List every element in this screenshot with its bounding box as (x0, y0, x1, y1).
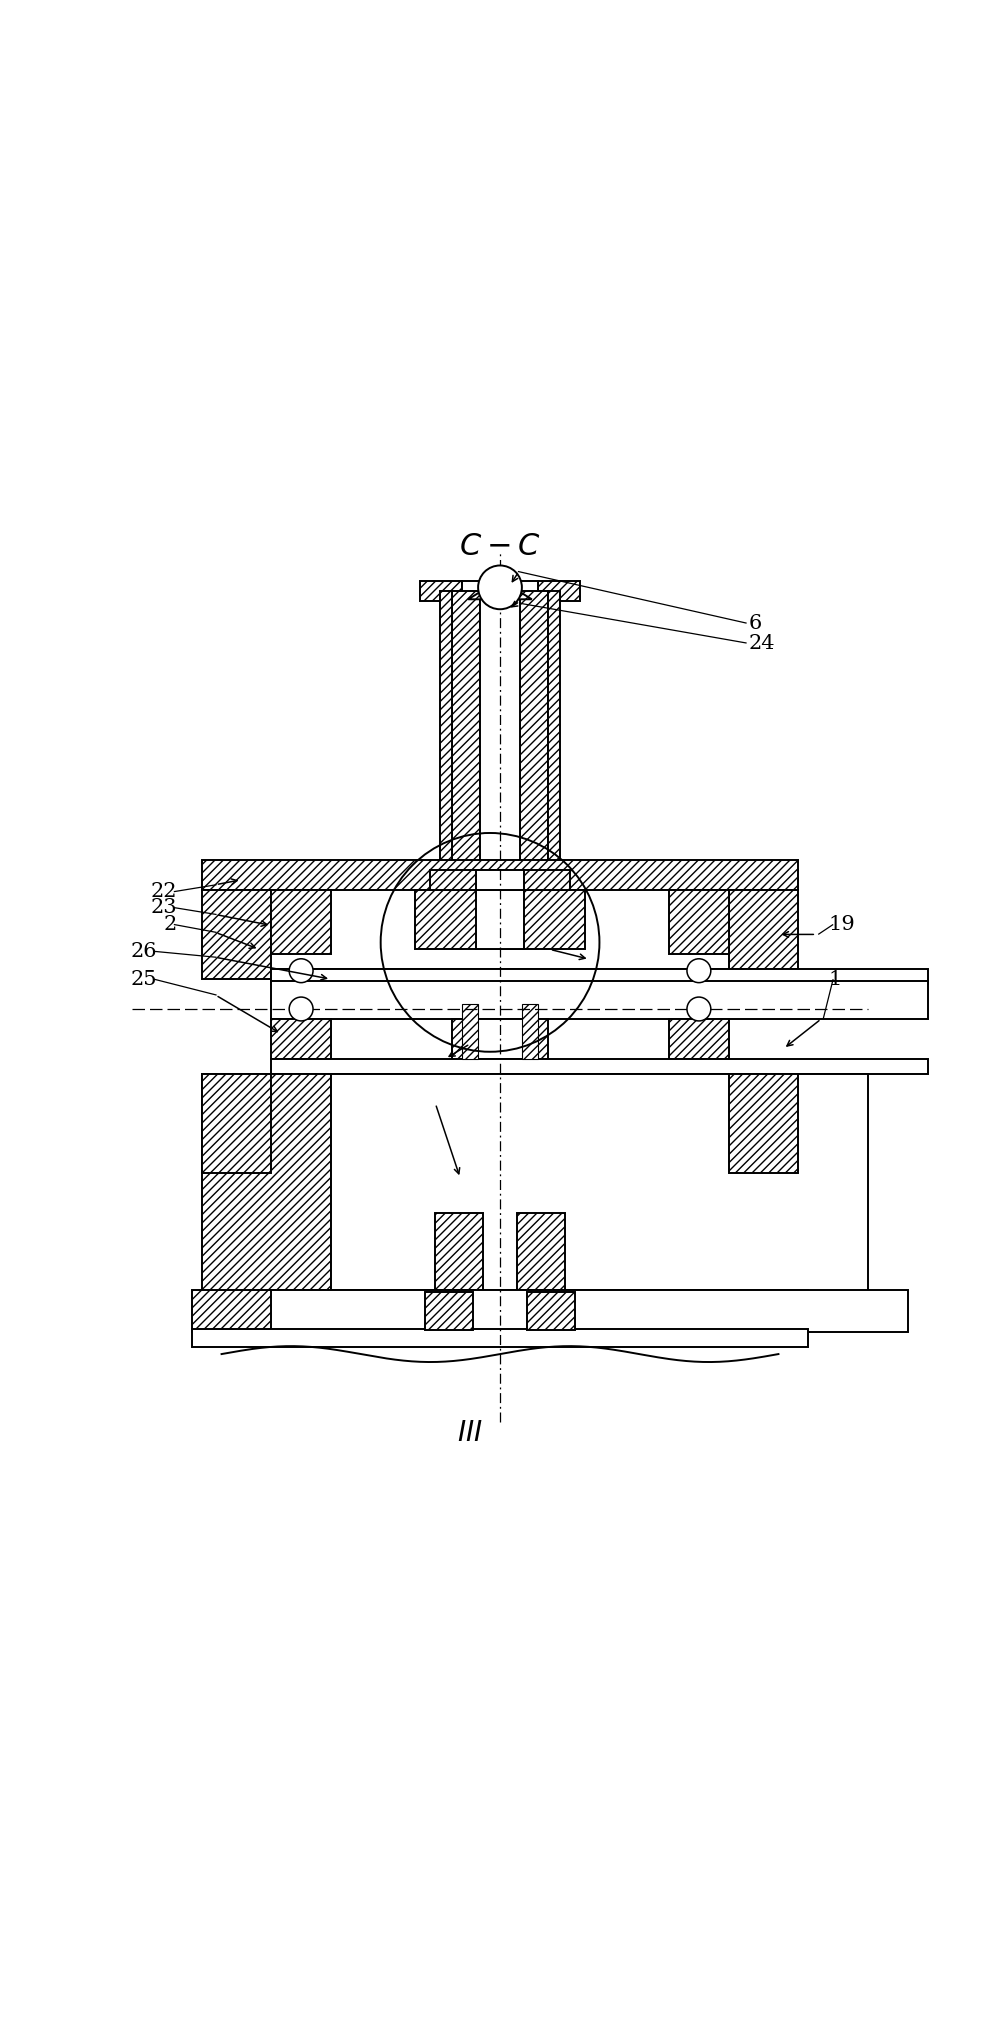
Bar (729, 890, 798, 979)
Bar (452, 1019, 548, 1059)
Bar (548, 591, 560, 940)
Bar (202, 890, 271, 979)
Bar (452, 591, 480, 940)
Bar (527, 1292, 575, 1330)
Polygon shape (506, 583, 532, 599)
Polygon shape (468, 583, 494, 599)
Bar (435, 1213, 483, 1292)
Bar (202, 1074, 271, 1172)
Bar (271, 969, 798, 985)
Text: 6: 6 (749, 613, 762, 634)
Bar (202, 1074, 331, 1292)
Bar (271, 890, 331, 955)
Bar (462, 581, 538, 601)
Bar (669, 890, 729, 955)
Bar (425, 1292, 473, 1330)
Text: $III$: $III$ (457, 1421, 483, 1447)
Bar (462, 1005, 478, 1059)
Bar (480, 591, 520, 940)
Bar (271, 1019, 331, 1059)
Bar (331, 1074, 868, 1292)
Bar (271, 969, 928, 985)
Bar (271, 981, 928, 1019)
Circle shape (687, 997, 711, 1021)
Bar (466, 1019, 534, 1059)
Bar (271, 1059, 928, 1074)
Bar (415, 890, 585, 948)
Bar (520, 591, 548, 940)
Text: 22: 22 (150, 882, 177, 902)
Bar (522, 1005, 538, 1059)
Circle shape (478, 565, 522, 609)
Circle shape (478, 565, 522, 609)
Text: 25: 25 (130, 971, 157, 989)
Bar (517, 1213, 565, 1292)
Bar (192, 1330, 808, 1348)
Text: $C-C$: $C-C$ (459, 531, 541, 563)
Text: 24: 24 (749, 634, 775, 652)
Bar (669, 1074, 798, 1292)
Bar (420, 581, 462, 601)
Bar (476, 890, 524, 948)
Text: 26: 26 (130, 942, 157, 961)
Bar (440, 591, 452, 940)
Bar (729, 1074, 798, 1172)
Bar (271, 1290, 908, 1332)
Bar (202, 860, 798, 890)
Bar (192, 1290, 808, 1332)
Bar (430, 870, 570, 890)
Bar (669, 1019, 729, 1059)
Text: 2: 2 (164, 914, 177, 934)
Bar (538, 581, 580, 601)
Bar (476, 870, 524, 890)
Circle shape (289, 959, 313, 983)
Text: 19: 19 (828, 914, 855, 934)
Text: 1: 1 (828, 971, 842, 989)
Text: 23: 23 (150, 898, 177, 916)
Circle shape (687, 959, 711, 983)
Circle shape (289, 997, 313, 1021)
